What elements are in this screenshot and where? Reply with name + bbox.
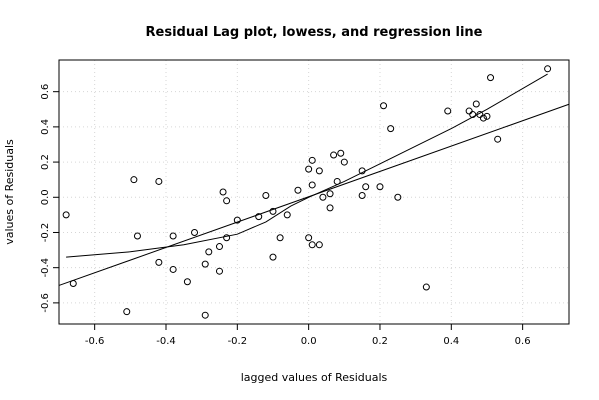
data-point bbox=[191, 228, 199, 236]
data-point bbox=[337, 149, 345, 157]
data-point bbox=[494, 135, 502, 143]
data-point bbox=[294, 186, 302, 194]
data-point bbox=[155, 177, 163, 185]
data-point bbox=[201, 260, 209, 268]
data-point bbox=[269, 253, 277, 261]
data-point bbox=[362, 183, 370, 191]
data-point bbox=[169, 265, 177, 273]
data-point bbox=[62, 211, 70, 219]
data-point bbox=[330, 151, 338, 159]
data-point bbox=[469, 111, 477, 119]
data-point bbox=[315, 241, 323, 249]
axes: -0.6 -0.4 -0.2 0.0 0.2 0.4 0.6 -0.6 -0.4 -0.2 0.0 0… bbox=[40, 84, 531, 347]
data-point bbox=[269, 207, 277, 215]
data-point bbox=[326, 204, 334, 212]
x-axis-label: lagged values of Residuals bbox=[241, 371, 388, 384]
y-tick-label: 0.0 bbox=[40, 189, 51, 205]
x-tick-label: -0.4 bbox=[156, 336, 176, 347]
data-point bbox=[358, 192, 366, 200]
data-point bbox=[69, 280, 77, 288]
x-tick-label: 0.4 bbox=[443, 336, 459, 347]
data-point bbox=[544, 65, 552, 73]
data-point bbox=[183, 278, 191, 286]
data-points bbox=[62, 65, 552, 319]
data-point bbox=[255, 213, 263, 221]
data-point bbox=[215, 267, 223, 275]
data-point bbox=[333, 177, 341, 185]
y-tick-label: -0.4 bbox=[40, 258, 51, 278]
data-point bbox=[155, 258, 163, 266]
data-point bbox=[201, 311, 209, 319]
data-point bbox=[483, 112, 491, 120]
data-point bbox=[387, 125, 395, 133]
data-point bbox=[308, 241, 316, 249]
data-point bbox=[380, 102, 388, 110]
y-tick-label: 0.4 bbox=[40, 119, 51, 135]
data-point bbox=[305, 165, 313, 173]
data-point bbox=[262, 192, 270, 200]
data-point bbox=[130, 176, 138, 184]
data-point bbox=[487, 74, 495, 82]
x-tick-label: 0.6 bbox=[515, 336, 531, 347]
data-point bbox=[205, 248, 213, 256]
data-point bbox=[326, 190, 334, 198]
y-axis-label: values of Residuals bbox=[3, 139, 16, 245]
data-point bbox=[465, 107, 473, 115]
data-point bbox=[319, 193, 327, 201]
data-point bbox=[223, 234, 231, 242]
data-point bbox=[233, 216, 241, 224]
data-point bbox=[283, 211, 291, 219]
x-tick-label: 0.2 bbox=[372, 336, 388, 347]
data-point bbox=[169, 232, 177, 240]
lowess-line bbox=[66, 73, 548, 258]
x-tick-label: -0.6 bbox=[85, 336, 105, 347]
data-point bbox=[476, 111, 484, 119]
y-tick-label: -0.6 bbox=[40, 293, 51, 313]
data-point bbox=[394, 193, 402, 201]
data-point bbox=[123, 308, 131, 316]
data-point bbox=[305, 234, 313, 242]
data-point bbox=[472, 100, 480, 108]
y-tick-label: 0.6 bbox=[40, 84, 51, 100]
x-tick-label: 0.0 bbox=[301, 336, 317, 347]
data-point bbox=[444, 107, 452, 115]
data-point bbox=[315, 167, 323, 175]
data-point bbox=[223, 197, 231, 205]
data-point bbox=[340, 158, 348, 166]
grid-lines bbox=[59, 60, 569, 324]
y-tick-label: 0.2 bbox=[40, 154, 51, 170]
data-point bbox=[133, 232, 141, 240]
data-point bbox=[308, 181, 316, 189]
x-tick-label: -0.2 bbox=[228, 336, 248, 347]
data-point bbox=[479, 114, 487, 122]
y-tick-label: -0.2 bbox=[40, 223, 51, 243]
data-point bbox=[308, 156, 316, 164]
data-point bbox=[276, 234, 284, 242]
fitted-lines bbox=[58, 73, 570, 286]
plot-frame bbox=[58, 59, 570, 325]
data-point bbox=[358, 167, 366, 175]
data-point bbox=[219, 188, 227, 196]
data-point bbox=[376, 183, 384, 191]
chart-title: Residual Lag plot, lowess, and regressio… bbox=[146, 25, 483, 40]
data-point bbox=[215, 243, 223, 251]
data-point bbox=[422, 283, 430, 291]
